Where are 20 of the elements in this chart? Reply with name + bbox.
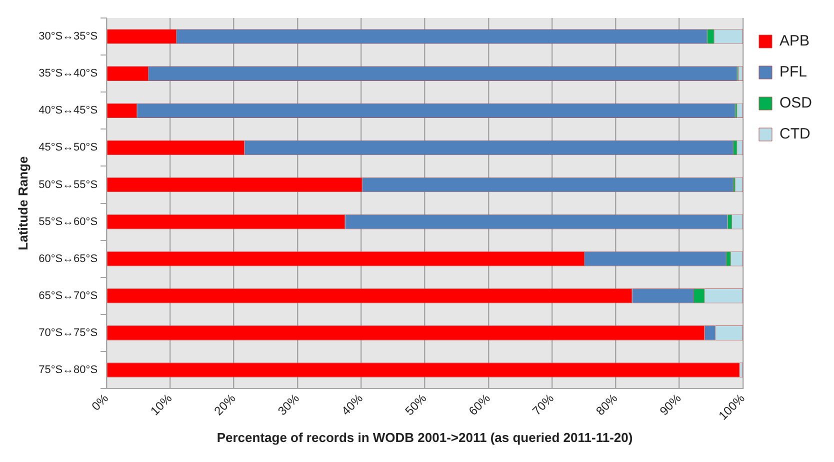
x-tick-label: 0%: [88, 390, 112, 414]
legend-label: OSD: [779, 94, 812, 112]
x-axis-title: Percentage of records in WODB 2001->2011 (as queried 2011-11-20): [216, 430, 633, 445]
legend-label: CTD: [779, 126, 810, 143]
x-tick-label: 40%: [338, 390, 366, 418]
y-tick-label: 40°S↔45°S: [38, 104, 98, 117]
y-tick-label: 70°S↔75°S: [38, 326, 98, 339]
y-tick-label: 45°S↔50°S: [38, 142, 98, 154]
x-tick-label: 60%: [466, 390, 494, 418]
y-axis-title: Latitude Range: [15, 156, 30, 250]
y-tick-label: 30°S↔35°S: [38, 30, 98, 43]
legend-label: PFL: [779, 64, 808, 81]
y-tick-label: 35°S↔40°S: [38, 68, 98, 80]
y-tick-label: 65°S↔70°S: [38, 290, 98, 302]
y-tick-label: 75°S↔80°S: [38, 364, 98, 376]
y-tick-label: 50°S↔55°S: [38, 178, 98, 191]
y-tick-label: 55°S↔60°S: [38, 216, 98, 228]
legend-label: APB: [779, 32, 810, 50]
y-tick-label: 60°S↔65°S: [38, 252, 98, 265]
x-tick-label: 70%: [530, 390, 557, 418]
